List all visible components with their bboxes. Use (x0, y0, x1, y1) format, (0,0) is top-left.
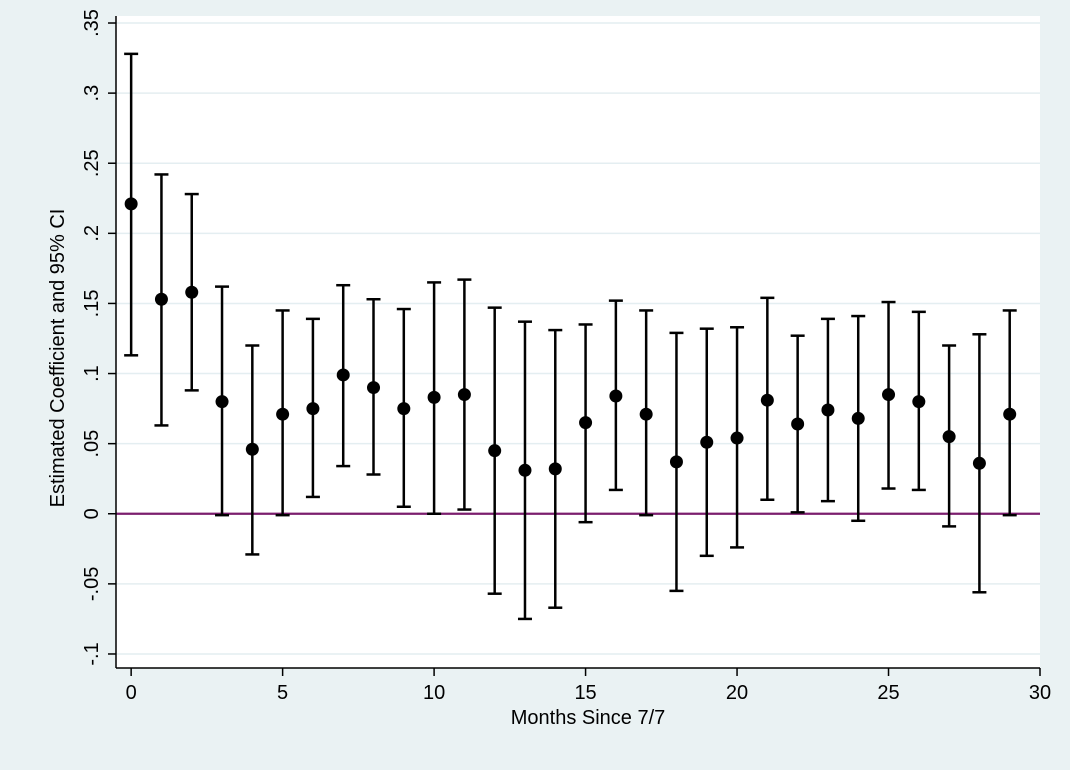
point-estimate (518, 463, 532, 477)
x-tick-label: 30 (1029, 682, 1051, 704)
data-point-group (669, 331, 684, 593)
data-point-group (608, 299, 623, 492)
data-point-group (851, 314, 866, 523)
point-estimate (579, 416, 593, 430)
data-layer (124, 52, 1017, 621)
data-point-group (517, 320, 532, 621)
point-estimate (851, 411, 865, 425)
y-tick-label: .2 (81, 225, 103, 242)
data-point-group (457, 278, 472, 511)
data-point-group (699, 327, 714, 558)
data-point-group (184, 192, 199, 392)
data-point-group (548, 328, 563, 609)
y-tick-label: .3 (81, 85, 103, 102)
point-estimate (972, 456, 986, 470)
data-point-group (820, 317, 835, 503)
plot-area (116, 16, 1040, 668)
point-estimate (669, 455, 683, 469)
point-estimate (124, 197, 138, 211)
data-point-group (154, 173, 169, 427)
point-estimate (639, 407, 653, 421)
x-tick-label: 0 (126, 682, 137, 704)
point-estimate (276, 407, 290, 421)
data-point-group (245, 344, 260, 556)
point-estimate (367, 381, 381, 395)
point-estimate (882, 388, 896, 402)
x-tick-label: 25 (877, 682, 899, 704)
point-estimate (306, 402, 320, 416)
point-estimate (791, 417, 805, 431)
data-point-group (396, 307, 411, 509)
point-estimate (397, 402, 411, 416)
data-point-group (366, 297, 381, 476)
data-point-group (790, 334, 805, 514)
data-point-group (427, 281, 442, 516)
point-estimate (609, 389, 623, 403)
point-estimate (942, 430, 956, 444)
point-estimate (700, 435, 714, 449)
y-tick-label: .1 (81, 365, 103, 382)
point-estimate (760, 393, 774, 407)
data-point-group (487, 306, 502, 595)
point-estimate (427, 390, 441, 404)
y-tick-label: -.05 (81, 567, 103, 601)
point-estimate (336, 368, 350, 382)
data-point-group (881, 300, 896, 490)
point-estimate (457, 388, 471, 402)
grid-lines (116, 22, 1040, 655)
y-axis-title: Estimated Coefficient and 95% CI (47, 209, 69, 508)
point-estimate (730, 431, 744, 445)
x-axis-title: Months Since 7/7 (511, 707, 666, 729)
data-point-group (942, 344, 957, 528)
axes: -.1 -.05 0 .05 .1 .15 .2 .25 .3 .35 0 5 10 15 20 25 30 (81, 9, 1051, 704)
y-tick-label: .05 (81, 430, 103, 458)
data-point-group (730, 326, 745, 549)
data-point-group (972, 333, 987, 594)
x-tick-label: 5 (277, 682, 288, 704)
data-point-group (275, 309, 290, 517)
x-tick-label: 20 (726, 682, 748, 704)
point-estimate (821, 403, 835, 417)
data-point-group (911, 310, 926, 492)
x-tick-label: 15 (574, 682, 596, 704)
point-estimate (912, 395, 926, 409)
data-point-group (1002, 309, 1017, 517)
point-estimate (185, 285, 199, 299)
y-tick-label: 0 (81, 508, 103, 519)
point-estimate (548, 462, 562, 476)
data-point-group (124, 52, 139, 357)
point-estimate (154, 292, 168, 306)
y-tick-label: .15 (81, 290, 103, 318)
data-point-group (336, 283, 351, 468)
point-estimate (488, 444, 502, 458)
data-point-group (215, 285, 230, 517)
point-estimate (245, 442, 259, 456)
x-tick-label: 10 (423, 682, 445, 704)
point-estimate (215, 395, 229, 409)
data-point-group (578, 323, 593, 524)
point-estimate (1003, 407, 1017, 421)
y-tick-label: -.1 (81, 642, 103, 665)
data-point-group (639, 309, 654, 517)
data-point-group (760, 296, 775, 501)
data-point-group (305, 317, 320, 499)
y-tick-label: .25 (81, 149, 103, 177)
y-tick-label: .35 (81, 9, 103, 37)
